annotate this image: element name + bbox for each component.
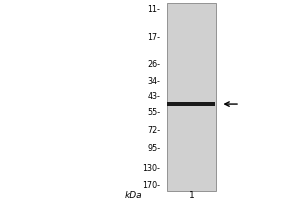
Text: 72-: 72- [147,126,161,135]
Bar [167,3,216,191]
Text: 26-: 26- [148,60,160,69]
Text: 34-: 34- [148,77,160,86]
Bar [167,102,215,106]
Text: kDa: kDa [125,190,142,200]
Text: 170-: 170- [142,181,160,190]
Text: 1: 1 [188,190,194,200]
Text: 55-: 55- [147,108,161,117]
Text: 11-: 11- [148,5,160,14]
Text: 95-: 95- [147,144,161,153]
Text: 130-: 130- [142,164,160,173]
Text: 17-: 17- [148,33,160,42]
Text: 43-: 43- [148,92,160,101]
